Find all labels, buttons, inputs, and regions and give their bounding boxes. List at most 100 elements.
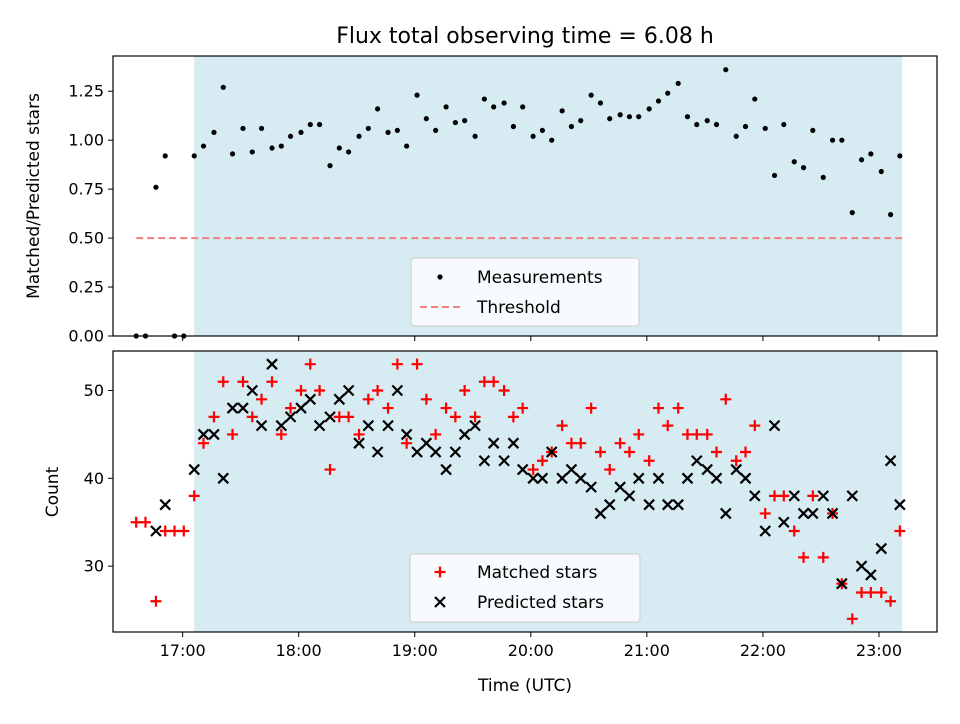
- matched-star-point: [362, 393, 374, 405]
- predicted-star-point: [295, 402, 307, 414]
- predicted-star-point: [759, 525, 772, 537]
- measurement-point: [868, 151, 874, 157]
- predicted-star-point: [498, 454, 510, 467]
- top-panel: 0.00 0.25 0.50 0.75 1.00 1.25 Measurements Thre…: [68, 55, 938, 346]
- matched-star-point: [556, 420, 568, 432]
- predicted-star-point: [826, 507, 839, 520]
- measurement-point: [733, 133, 739, 139]
- matched-star-point: [507, 411, 519, 423]
- predicted-star-point: [894, 498, 906, 511]
- matched-star-point: [401, 437, 413, 449]
- predicted-star-point: [527, 472, 539, 485]
- measurement-point: [684, 114, 691, 120]
- matched-star-point: [217, 376, 229, 388]
- measurement-point: [559, 108, 565, 114]
- bottom-y-tick-label: 30: [84, 557, 104, 576]
- top-legend-box: [410, 257, 640, 327]
- measurement-point: [752, 96, 758, 102]
- predicted-star-point: [739, 472, 752, 485]
- predicted-star-point: [217, 472, 230, 485]
- predicted-star-point: [652, 472, 665, 485]
- predicted-star-point: [440, 463, 452, 476]
- predicted-star-point: [556, 472, 568, 485]
- predicted-star-point: [371, 446, 384, 458]
- predicted-star-point: [255, 419, 268, 432]
- predicted-star-point: [266, 358, 278, 370]
- measurement-point: [220, 84, 226, 90]
- matched-star-point: [623, 446, 635, 458]
- measurement-point: [278, 143, 284, 149]
- bottom-x-tick-label: 22:00: [740, 641, 786, 660]
- matched-star-point: [295, 385, 307, 397]
- predicted-star-point: [536, 472, 549, 485]
- matched-star-point: [169, 525, 181, 537]
- measurement-point: [520, 104, 526, 110]
- predicted-star-point: [681, 472, 694, 485]
- matched-star-point: [285, 402, 297, 414]
- bottom-x-tick-label: 20:00: [508, 641, 554, 660]
- matched-star-point: [304, 358, 316, 370]
- matched-star-point: [885, 595, 897, 607]
- predicted-star-point: [614, 481, 626, 493]
- predicted-star-point: [632, 472, 645, 485]
- legend-measurements-label: Measurements: [477, 268, 603, 288]
- matched-star-point: [246, 411, 258, 423]
- measurement-point: [771, 172, 778, 179]
- bottom-x-tick-label: 18:00: [276, 641, 322, 660]
- matched-star-point: [130, 516, 142, 528]
- predicted-star-point: [603, 498, 616, 511]
- measurement-point: [510, 123, 516, 130]
- bottom-panel: 30 40 50 17:00 18:00 19:00 20:00 21:00 22:00 23:0…: [84, 350, 938, 660]
- axes-frame: [112, 55, 938, 337]
- matched-star-point: [324, 464, 336, 476]
- bottom-x-tick-label: 19:00: [392, 641, 438, 660]
- matched-star-point: [730, 455, 742, 467]
- matched-star-point: [517, 402, 529, 414]
- matched-star-point: [575, 437, 587, 449]
- bottom-legend-box: [409, 553, 641, 623]
- matched-star-point: [759, 507, 771, 519]
- measurement-point: [829, 137, 836, 143]
- predicted-star-point: [382, 419, 394, 432]
- matched-star-point: [865, 586, 877, 598]
- predicted-star-point: [478, 454, 491, 467]
- measurement-point: [249, 149, 255, 155]
- matched-star-point: [778, 490, 790, 502]
- bottom-y-axis-label: Count: [43, 466, 63, 517]
- legend-measurements-marker: [437, 274, 443, 280]
- predicted-star-point: [585, 481, 597, 493]
- measurement-point: [414, 92, 420, 98]
- measurement-point: [713, 121, 720, 128]
- matched-star-point: [237, 376, 249, 388]
- predicted-star-point: [362, 419, 375, 432]
- matched-star-point: [749, 420, 761, 432]
- measurement-point: [423, 116, 429, 122]
- matched-star-point: [449, 411, 461, 423]
- predicted-star-point: [836, 577, 848, 590]
- measurement-point: [462, 118, 468, 124]
- matched-star-point: [420, 393, 432, 405]
- measurement-point: [153, 184, 159, 190]
- predicted-star-point: [865, 569, 877, 581]
- measurement-point: [287, 133, 294, 139]
- measurement-point: [365, 125, 371, 132]
- matched-star-point: [198, 437, 210, 449]
- measurement-point: [742, 123, 749, 130]
- measurement-point: [229, 151, 236, 157]
- matched-star-point: [498, 385, 510, 397]
- matched-star-point: [256, 393, 268, 405]
- predicted-star-point: [420, 437, 433, 449]
- predicted-star-point: [846, 490, 859, 502]
- measurement-point: [568, 123, 575, 130]
- measurement-point: [404, 143, 410, 149]
- measurement-point: [530, 133, 536, 139]
- matched-star-point: [391, 358, 403, 370]
- predicted-star-point: [507, 437, 520, 449]
- top-y-tick-label: 0.00: [68, 327, 104, 346]
- measurement-point: [578, 118, 584, 124]
- measurement-point: [675, 80, 681, 87]
- matched-star-point: [691, 428, 703, 440]
- measurement-point: [762, 125, 768, 132]
- measurement-point: [191, 153, 197, 159]
